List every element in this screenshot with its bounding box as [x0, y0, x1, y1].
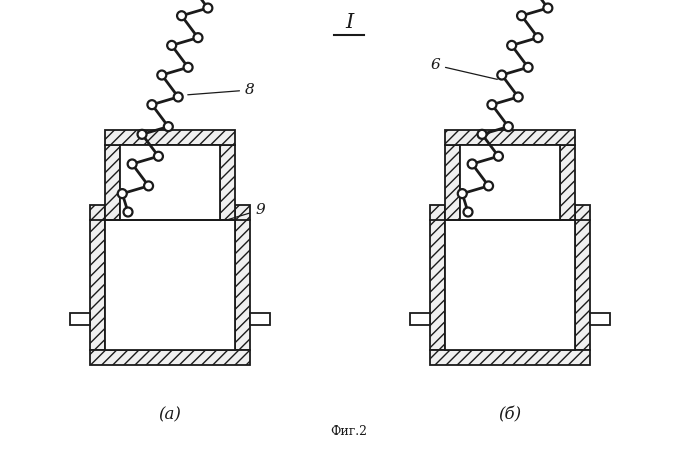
Text: І: І [345, 13, 353, 32]
Circle shape [463, 207, 473, 216]
Bar [105, 220, 235, 350]
Circle shape [203, 4, 212, 13]
Circle shape [184, 63, 193, 72]
Circle shape [504, 122, 513, 131]
Text: (б): (б) [498, 406, 521, 423]
Circle shape [157, 71, 166, 80]
Circle shape [147, 100, 156, 109]
Text: 6: 6 [430, 58, 497, 79]
Bar [105, 145, 120, 220]
Text: Фиг.2: Фиг.2 [330, 425, 368, 438]
Circle shape [514, 92, 523, 101]
Bar [430, 205, 445, 350]
Bar [235, 205, 250, 350]
Bar [445, 220, 575, 350]
Bar [460, 145, 560, 220]
Circle shape [177, 11, 186, 20]
Circle shape [484, 181, 493, 190]
Circle shape [543, 4, 552, 13]
Bar [560, 145, 575, 220]
Circle shape [458, 189, 467, 198]
Circle shape [507, 41, 517, 50]
Circle shape [517, 11, 526, 20]
Circle shape [533, 33, 542, 42]
Circle shape [144, 181, 153, 190]
Circle shape [193, 33, 202, 42]
Bar [250, 313, 270, 325]
Text: (а): (а) [158, 406, 181, 423]
Bar [430, 350, 590, 365]
Bar [90, 205, 105, 350]
Bar [220, 145, 235, 220]
Circle shape [118, 189, 127, 198]
Bar [90, 350, 250, 365]
Bar [105, 130, 235, 145]
Circle shape [497, 71, 506, 80]
Circle shape [128, 159, 137, 168]
Circle shape [164, 122, 173, 131]
Circle shape [168, 41, 176, 50]
Text: 8: 8 [188, 83, 255, 97]
Circle shape [174, 92, 183, 101]
Circle shape [138, 130, 147, 139]
Bar [120, 145, 220, 220]
Circle shape [494, 152, 503, 161]
Circle shape [468, 159, 477, 168]
Bar [70, 313, 90, 325]
Circle shape [524, 63, 533, 72]
Circle shape [154, 152, 163, 161]
Circle shape [124, 207, 133, 216]
Circle shape [477, 130, 487, 139]
Bar [445, 145, 460, 220]
Text: 9: 9 [213, 203, 265, 224]
Bar [575, 205, 590, 350]
Bar [445, 130, 575, 145]
Circle shape [487, 100, 496, 109]
Bar [410, 313, 430, 325]
Bar [590, 313, 610, 325]
